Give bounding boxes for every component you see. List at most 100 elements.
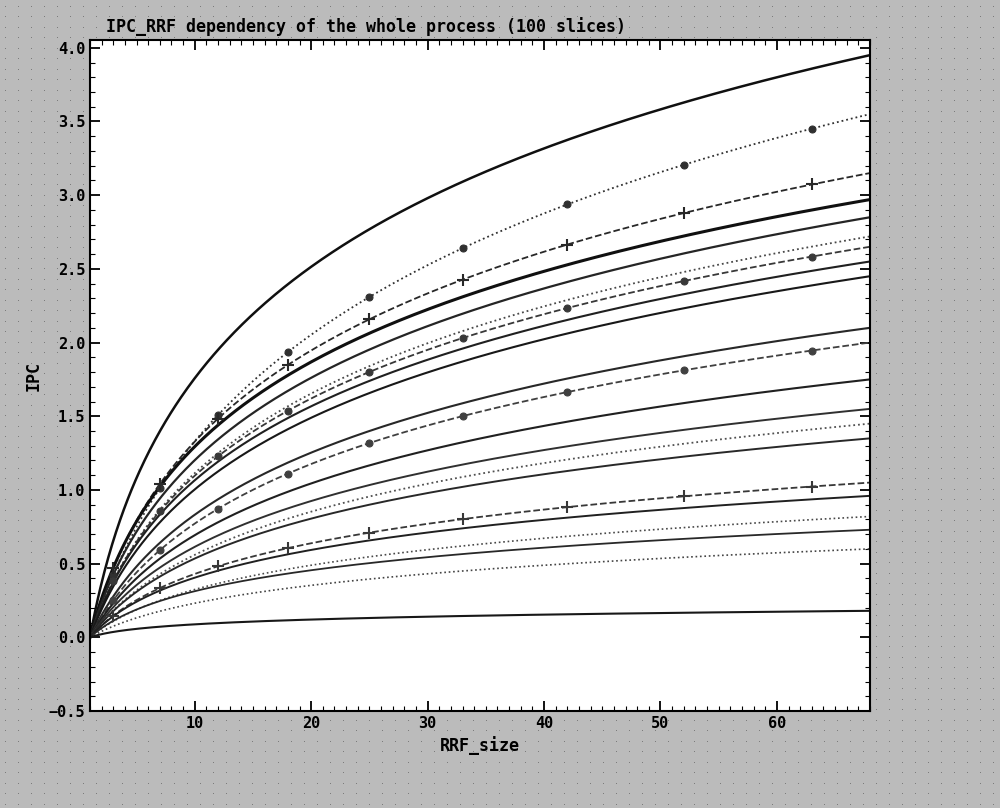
Point bbox=[595, 734, 611, 747]
Point bbox=[855, 31, 871, 44]
Point bbox=[10, 293, 26, 306]
Point bbox=[894, 535, 910, 548]
Point bbox=[166, 734, 182, 747]
Point bbox=[647, 20, 663, 33]
Point bbox=[23, 545, 39, 558]
Point bbox=[608, 776, 624, 789]
Point bbox=[75, 776, 91, 789]
Point bbox=[517, 787, 533, 800]
Point bbox=[205, 734, 221, 747]
Point bbox=[465, 31, 481, 44]
Point bbox=[595, 745, 611, 758]
Point bbox=[920, 115, 936, 128]
Point bbox=[842, 713, 858, 726]
Point bbox=[400, 745, 416, 758]
Point bbox=[933, 577, 949, 590]
Point bbox=[868, 724, 884, 737]
Point bbox=[0, 325, 13, 338]
Point bbox=[946, 241, 962, 254]
Point bbox=[647, 724, 663, 737]
Point bbox=[959, 692, 975, 705]
Point bbox=[413, 745, 429, 758]
Point bbox=[10, 598, 26, 611]
Point bbox=[868, 188, 884, 201]
Point bbox=[764, 10, 780, 23]
Point bbox=[559, 198, 575, 211]
Point bbox=[972, 514, 988, 527]
Point bbox=[374, 20, 390, 33]
Point bbox=[400, 20, 416, 33]
Point bbox=[894, 598, 910, 611]
Point bbox=[972, 178, 988, 191]
Point bbox=[179, 724, 195, 737]
Point bbox=[101, 20, 117, 33]
Point bbox=[530, 20, 546, 33]
Point bbox=[23, 682, 39, 695]
Point bbox=[0, 251, 13, 264]
Point bbox=[49, 62, 65, 75]
Point bbox=[426, 20, 442, 33]
Point bbox=[10, 325, 26, 338]
Point bbox=[166, 755, 182, 768]
Point bbox=[517, 755, 533, 768]
Point bbox=[283, 787, 299, 800]
Point bbox=[309, 20, 325, 33]
Point bbox=[361, 365, 377, 378]
Point bbox=[10, 125, 26, 138]
Point bbox=[972, 724, 988, 737]
Point bbox=[36, 598, 52, 611]
Point bbox=[985, 682, 1000, 695]
Point bbox=[907, 482, 923, 495]
Point bbox=[920, 367, 936, 380]
Point bbox=[36, 577, 52, 590]
Point bbox=[0, 472, 13, 485]
Point bbox=[0, 146, 13, 159]
Point bbox=[23, 409, 39, 422]
Point bbox=[75, 650, 91, 663]
Point bbox=[244, 797, 260, 808]
Point bbox=[712, 724, 728, 737]
Point bbox=[62, 514, 78, 527]
Point bbox=[127, 776, 143, 789]
Point bbox=[621, 797, 637, 808]
Point bbox=[205, 787, 221, 800]
Point bbox=[985, 304, 1000, 317]
Point bbox=[959, 146, 975, 159]
Point bbox=[387, 787, 403, 800]
Point bbox=[296, 10, 312, 23]
Point bbox=[595, 755, 611, 768]
Point bbox=[894, 230, 910, 243]
Point bbox=[530, 713, 546, 726]
Point bbox=[803, 797, 819, 808]
Point bbox=[62, 346, 78, 359]
Point bbox=[62, 661, 78, 674]
Point bbox=[244, 20, 260, 33]
Point bbox=[101, 0, 117, 12]
Point bbox=[62, 220, 78, 233]
Point bbox=[946, 713, 962, 726]
Point bbox=[114, 724, 130, 737]
Point bbox=[0, 209, 13, 222]
Point bbox=[530, 31, 546, 44]
Point bbox=[676, 275, 692, 288]
Point bbox=[0, 356, 13, 369]
Point bbox=[933, 262, 949, 275]
Point bbox=[621, 766, 637, 779]
Point bbox=[907, 650, 923, 663]
Point bbox=[946, 577, 962, 590]
Point bbox=[933, 598, 949, 611]
Point bbox=[36, 430, 52, 443]
Point bbox=[972, 493, 988, 506]
Point bbox=[920, 283, 936, 296]
Point bbox=[972, 0, 988, 12]
Point bbox=[10, 766, 26, 779]
Point bbox=[985, 41, 1000, 54]
Point bbox=[972, 377, 988, 390]
Point bbox=[738, 745, 754, 758]
Point bbox=[556, 31, 572, 44]
Point bbox=[88, 713, 104, 726]
Point bbox=[0, 125, 13, 138]
Point bbox=[36, 671, 52, 684]
Point bbox=[946, 629, 962, 642]
Point bbox=[10, 241, 26, 254]
